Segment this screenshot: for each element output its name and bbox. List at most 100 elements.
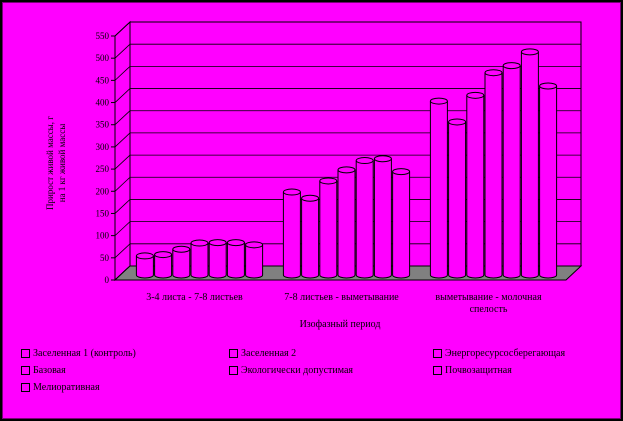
bar-top (502, 62, 521, 70)
bar-top (520, 48, 539, 56)
bar (245, 241, 264, 279)
legend-item-2: Заселенная 2 (229, 347, 296, 360)
legend-label: Энергоресурсосберегающая (445, 348, 566, 359)
bar-body (190, 243, 209, 279)
bar (226, 239, 245, 279)
bar-body (539, 86, 558, 279)
legend-label: Почвозащитная (445, 365, 512, 376)
y-tick-label: 150 (96, 208, 110, 218)
legend: Заселенная 1 (контроль) Заселенная 2 Эне… (21, 347, 621, 399)
legend-item-3: Энергоресурсосберегающая (433, 347, 565, 360)
legend-item-6: Почвозащитная (433, 364, 512, 377)
bar-top (301, 194, 320, 202)
legend-item-1: Заселенная 1 (контроль) (21, 347, 136, 360)
bar-body (319, 180, 338, 279)
bar-body (502, 65, 521, 279)
bar-body (392, 171, 411, 279)
y-axis-label: Прирост живой массы, г на 1 кг живой мас… (25, 83, 87, 243)
bar (319, 177, 338, 279)
bar (502, 62, 521, 279)
legend-item-4: Базовая (21, 364, 66, 377)
bar-top (319, 177, 338, 185)
bar-body (484, 72, 503, 279)
bar (172, 245, 191, 279)
bar-top (245, 241, 264, 249)
bar-body (429, 101, 448, 279)
x-tick-label: выметывание - молочная спелость (435, 292, 542, 315)
bar (392, 168, 411, 279)
bar (429, 97, 448, 279)
bar-body (282, 192, 301, 279)
bar-top (226, 239, 245, 247)
bar-top (484, 69, 503, 77)
bar-body (226, 242, 245, 279)
bar-body (373, 158, 392, 279)
bar (135, 252, 154, 279)
legend-label: Экологически допустимая (241, 365, 354, 376)
bar-top (355, 157, 374, 165)
bar-top (190, 239, 209, 247)
bar-top (154, 251, 173, 259)
y-tick-label: 200 (96, 186, 110, 196)
y-tick-label: 50 (100, 253, 110, 263)
bar (208, 239, 227, 279)
x-axis-label: Изофазный период (300, 319, 381, 330)
bar-top (208, 239, 227, 247)
bar (484, 69, 503, 279)
y-tick-label: 300 (96, 142, 110, 152)
y-axis-label-line-2: на 1 кг живой массы (57, 123, 67, 203)
gridline-side (114, 132, 131, 148)
bar (301, 194, 320, 279)
bar-top (539, 82, 558, 90)
bar (373, 155, 392, 279)
side-wall (114, 20, 131, 282)
bar-top (392, 168, 411, 176)
gridline-side (114, 21, 131, 37)
legend-swatch (229, 366, 238, 376)
bar-body (337, 169, 356, 279)
gridline-side (114, 88, 131, 103)
bar (448, 118, 467, 279)
bar (539, 82, 558, 279)
bar-body (208, 242, 227, 279)
y-tick-labels: 0 50 100 150 200 250 300 350 400 450 500 550 (96, 31, 110, 285)
gridline-side (114, 43, 131, 59)
bar-top (282, 188, 301, 196)
bar-body (172, 249, 191, 279)
legend-label: Заселенная 1 (контроль) (33, 348, 136, 359)
legend-swatch (433, 366, 442, 376)
bar-top (448, 118, 467, 126)
x-tick-label: 7-8 листьев - выметывание (284, 292, 399, 303)
bar-body (301, 198, 320, 279)
legend-swatch (21, 366, 30, 376)
legend-label: Заселенная 2 (241, 348, 297, 359)
bar (337, 166, 356, 279)
legend-swatch (229, 349, 238, 359)
legend-label: Мелиоративная (33, 382, 100, 393)
bar (355, 157, 374, 279)
bar (154, 251, 173, 279)
bar-body (135, 255, 154, 279)
bar-top (135, 252, 154, 260)
bar-top (172, 245, 191, 253)
gridline-side (114, 221, 131, 236)
bar-top (429, 97, 448, 105)
chart-svg: 0 50 100 150 200 250 300 350 400 450 500 550 3-4 ли… (96, 20, 583, 330)
bar-body (448, 121, 467, 279)
gridline-side (114, 110, 131, 126)
y-tick-label: 350 (96, 120, 110, 130)
bar (190, 239, 209, 279)
gridline-side (114, 243, 131, 259)
y-tick-label: 550 (96, 31, 110, 41)
bar-body (245, 244, 264, 279)
bar (466, 91, 485, 279)
bar-top (466, 91, 485, 99)
y-tick-label: 500 (96, 53, 110, 63)
legend-swatch (21, 349, 30, 359)
bar-body (154, 254, 173, 279)
y-tick-label: 0 (105, 275, 110, 285)
bar-body (466, 95, 485, 279)
bars (135, 48, 558, 279)
bar (282, 188, 301, 279)
y-axis-label-line-1: Прирост живой массы, г (45, 116, 55, 210)
